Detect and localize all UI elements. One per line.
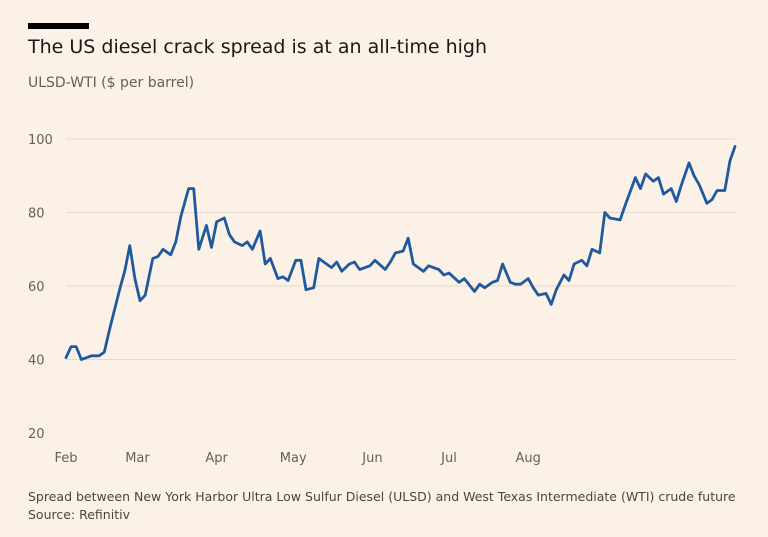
chart-source: Source: Refinitiv [28, 507, 130, 522]
y-tick-label: 60 [28, 280, 45, 295]
brand-rule [28, 23, 89, 29]
x-tick-label: Mar [125, 451, 150, 466]
x-tick-label: Feb [54, 451, 77, 466]
y-tick-label: 80 [28, 207, 45, 222]
x-tick-label: Jun [361, 451, 382, 466]
x-tick-label: May [280, 451, 307, 466]
series-line [64, 144, 737, 361]
chart-footnote: Spread between New York Harbor Ultra Low… [28, 489, 736, 504]
y-tick-label: 20 [28, 427, 45, 442]
chart-title: The US diesel crack spread is at an all-… [28, 36, 488, 58]
x-tick-label: Apr [205, 451, 228, 466]
y-tick-label: 40 [28, 354, 45, 369]
x-tick-label: Jul [440, 451, 457, 466]
x-tick-label: Aug [515, 451, 540, 466]
chart-subtitle: ULSD-WTI ($ per barrel) [28, 75, 195, 91]
y-tick-label: 100 [28, 133, 53, 148]
